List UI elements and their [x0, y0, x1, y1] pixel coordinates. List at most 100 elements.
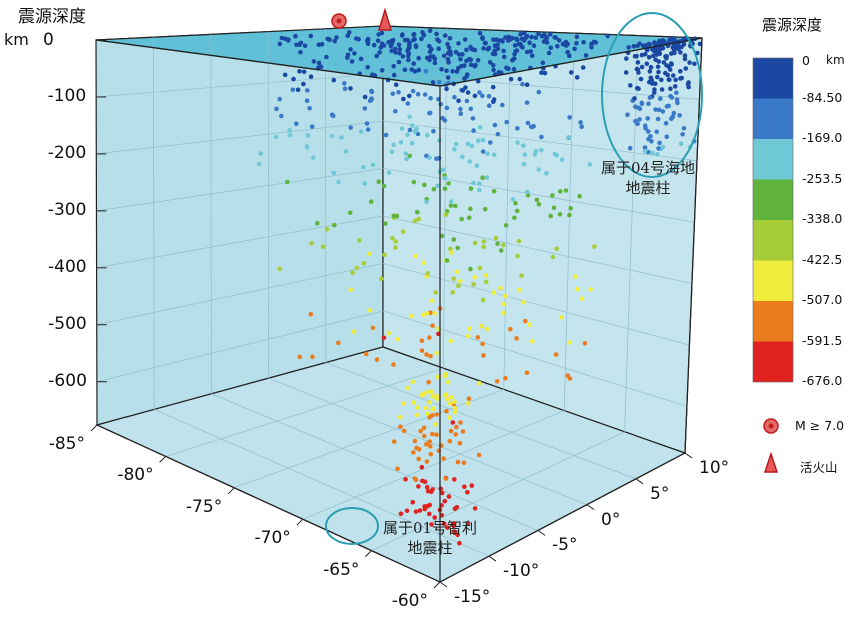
data-point: [429, 298, 435, 304]
data-point: [582, 341, 588, 346]
data-point: [297, 69, 302, 74]
data-point: [558, 315, 564, 320]
x-tick: [365, 550, 372, 557]
data-point: [453, 432, 459, 437]
data-point: [309, 124, 315, 129]
data-point: [365, 38, 371, 43]
data-point: [501, 242, 506, 248]
data-point: [432, 311, 438, 316]
data-point: [675, 42, 681, 48]
data-point: [669, 61, 674, 66]
data-point: [386, 170, 392, 176]
data-point: [316, 60, 322, 66]
data-point: [660, 144, 666, 150]
data-point: [407, 114, 413, 120]
data-point: [258, 151, 264, 156]
data-point: [512, 43, 518, 48]
data-point: [432, 60, 438, 66]
colorbar-level-label: -676.0: [802, 373, 843, 388]
colorbar-frame: [752, 57, 794, 383]
data-point: [589, 41, 594, 47]
data-point: [524, 82, 530, 87]
data-point: [256, 161, 262, 167]
data-point: [468, 206, 473, 212]
data-point: [647, 95, 653, 100]
data-point: [475, 78, 481, 84]
data-point: [465, 401, 471, 406]
data-point: [503, 35, 508, 40]
data-point: [536, 202, 542, 207]
data-point: [427, 439, 432, 444]
data-point: [397, 46, 403, 52]
data-point: [574, 40, 579, 46]
data-point: [656, 107, 662, 113]
data-point: [457, 540, 462, 546]
data-point: [679, 75, 684, 81]
front-edges: [95, 37, 703, 583]
data-point: [466, 215, 472, 220]
data-point: [456, 98, 461, 104]
x-tick-label: -85°: [48, 433, 85, 454]
data-point: [657, 140, 662, 146]
data-point: [544, 170, 549, 176]
data-point: [468, 266, 473, 272]
data-point: [285, 179, 290, 185]
data-point: [567, 115, 572, 120]
colorbar-level-label: -253.5: [802, 170, 843, 186]
data-point: [675, 100, 680, 106]
data-point: [646, 136, 651, 142]
data-point: [453, 203, 458, 209]
data-point: [339, 135, 344, 140]
data-point: [407, 93, 412, 99]
data-point: [577, 193, 582, 199]
data-point: [358, 56, 364, 62]
data-point: [424, 459, 430, 464]
data-point: [558, 189, 563, 194]
data-point: [431, 186, 437, 192]
data-point: [681, 126, 687, 131]
data-point: [375, 38, 381, 43]
data-point: [377, 50, 383, 55]
data-point: [336, 179, 341, 185]
data-point: [647, 69, 653, 74]
data-point: [411, 61, 417, 66]
data-point: [444, 408, 449, 414]
data-point: [655, 152, 660, 157]
data-point: [477, 125, 483, 130]
data-point: [398, 424, 403, 430]
data-point: [448, 428, 454, 434]
data-point: [293, 33, 298, 39]
data-point: [508, 326, 513, 332]
data-point: [469, 143, 475, 149]
annotation-01: 属于01号智利 地震柱: [382, 519, 478, 557]
data-point: [452, 94, 457, 100]
y-tick: [488, 555, 497, 562]
data-point: [370, 325, 376, 331]
data-point: [460, 52, 465, 57]
data-point: [530, 339, 535, 344]
data-point: [389, 149, 395, 155]
data-point: [366, 251, 372, 256]
data-point: [467, 159, 473, 164]
data-point: [452, 477, 457, 482]
data-point: [395, 337, 400, 342]
data-point: [444, 258, 450, 263]
data-point: [399, 126, 405, 131]
data-point: [311, 59, 317, 64]
data-point: [411, 400, 417, 405]
data-point: [419, 36, 424, 42]
data-point: [446, 494, 452, 499]
data-point: [430, 393, 436, 399]
data-point: [439, 67, 444, 72]
data-point: [410, 499, 416, 505]
data-point: [424, 352, 429, 357]
data-point: [468, 62, 474, 67]
data-point: [427, 110, 433, 116]
data-point: [452, 147, 457, 152]
data-point: [298, 50, 303, 55]
x-tick: [159, 456, 166, 463]
data-point: [460, 88, 466, 93]
data-point: [354, 265, 360, 271]
data-point: [477, 181, 482, 186]
data-point: [663, 121, 669, 126]
